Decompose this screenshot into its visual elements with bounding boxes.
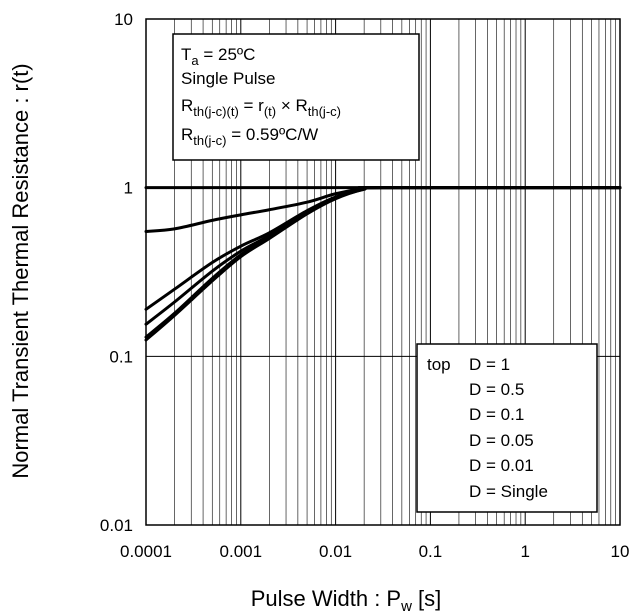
x-tick-label: 0.0001 (120, 542, 172, 561)
legend-box (416, 343, 598, 513)
x-tick-labels: 0.0001 0.001 0.01 0.1 1 10 (120, 542, 629, 561)
y-tick-label: 0.01 (100, 516, 133, 535)
y-tick-labels: 0.01 0.1 1 10 (100, 10, 133, 535)
annotation-box (172, 33, 420, 161)
annotation-line1: Ta = 25ºC (181, 45, 255, 68)
condition-annotation: Ta = 25ºC Single Pulse Rth(j-c)(t) = r(t… (172, 33, 420, 161)
legend-entry-d001: D = 0.01 (469, 456, 534, 475)
x-tick-label: 0.1 (419, 542, 443, 561)
x-tick-label: 10 (611, 542, 630, 561)
legend-entry-d05: D = 0.5 (469, 380, 524, 399)
y-tick-label: 1 (124, 179, 133, 198)
y-tick-label: 0.1 (109, 347, 133, 366)
series-line-3 (144, 186, 622, 326)
legend-entry-d1: D = 1 (469, 355, 510, 374)
legend-entry-d01: D = 0.1 (469, 405, 524, 424)
plot-frame (145, 18, 621, 526)
curves (144, 186, 622, 342)
legend-entry-d005: D = 0.05 (469, 431, 534, 450)
series-line-4 (144, 186, 622, 339)
x-axis-title: Pulse Width : Pw [s] (251, 586, 442, 615)
x-tick-label: 0.001 (220, 542, 263, 561)
legend-entry-single: D = Single (469, 482, 548, 501)
annotation-line3: Rth(j-c)(t) = r(t) × Rth(j-c) (181, 96, 341, 119)
legend: top D = 1 D = 0.5 D = 0.1 D = 0.05 D = 0… (416, 343, 598, 513)
series-line-1 (144, 186, 622, 233)
y-axis-title: Normal Transient Thermal Resistance : r(… (8, 63, 33, 478)
annotation-line2: Single Pulse (181, 69, 276, 88)
y-tick-label: 10 (114, 10, 133, 29)
legend-prefix: top (427, 355, 451, 374)
series-line-5 (144, 186, 622, 342)
x-tick-label: 0.01 (319, 542, 352, 561)
x-tick-label: 1 (520, 542, 529, 561)
series-line-2 (144, 186, 622, 311)
